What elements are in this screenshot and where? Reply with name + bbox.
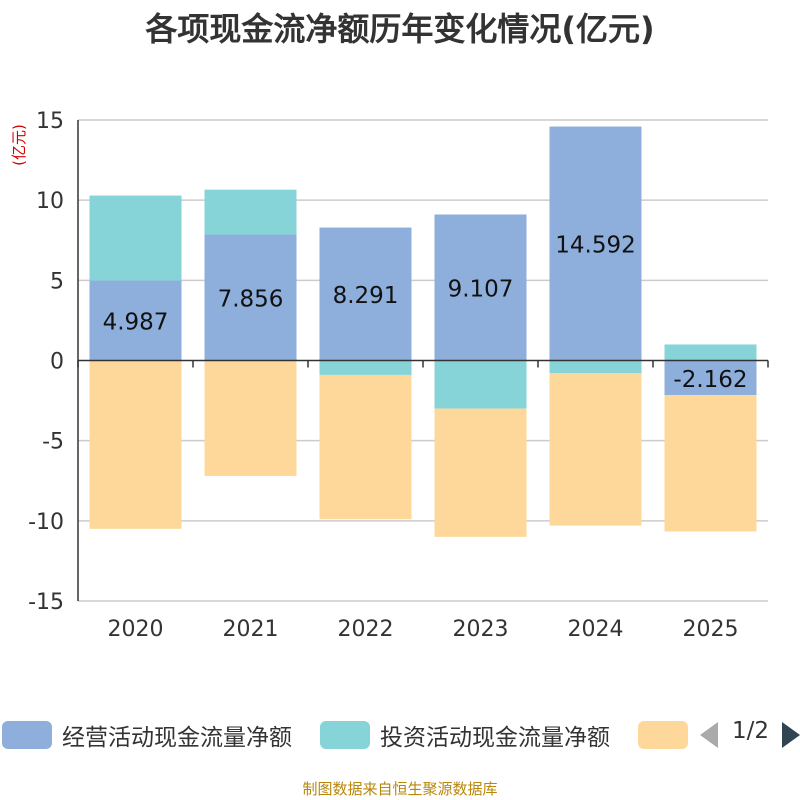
x-tick-label-2024: 2024: [568, 617, 624, 642]
chart-title: 各项现金流净额历年变化情况(亿元): [145, 10, 655, 48]
x-tick-label-2023: 2023: [453, 617, 509, 642]
axes: 15 10 5 0 -5 -10 -15 (亿元) 2020 2021 2022 2023 2024 20…: [10, 109, 769, 642]
y-tick-label: 0: [50, 350, 64, 375]
data-labels: 4.987 7.856 8.291 9.107 14.592 -2.162: [103, 233, 748, 393]
bar-2020-series-2: [89, 360, 182, 529]
source-note: 制图数据来自恒生聚源数据库: [302, 780, 498, 798]
legend-swatch-investing: [320, 721, 370, 749]
bar-2021-series-0: [204, 234, 297, 361]
y-tick-label: -15: [28, 590, 64, 615]
bar-2022-series-1: [319, 360, 412, 375]
bars: [89, 126, 757, 537]
x-tick-label-2021: 2021: [223, 617, 279, 642]
data-label-2024: 14.592: [555, 233, 635, 259]
bar-2024-series-1: [549, 360, 642, 374]
bar-2023-series-2: [434, 408, 527, 537]
bar-2024-series-0: [549, 126, 642, 361]
x-tick-label-2025: 2025: [683, 617, 739, 642]
bar-2020-series-1: [89, 195, 182, 281]
data-label-2021: 7.856: [218, 287, 284, 313]
pager-text: 1/2: [732, 718, 770, 744]
legend-label-operating: 经营活动现金流量净额: [62, 725, 292, 751]
bar-2021-series-2: [204, 360, 297, 476]
bar-2024-series-2: [549, 373, 642, 526]
bar-2021-series-1: [204, 189, 297, 235]
data-label-2025: -2.162: [673, 367, 747, 393]
bar-2023-series-0: [434, 214, 527, 361]
y-tick-label: 10: [36, 189, 64, 214]
bar-2025-series-1: [664, 344, 757, 361]
data-label-2023: 9.107: [448, 276, 514, 302]
bar-2025-series-0: [664, 360, 757, 396]
x-tick-label-2022: 2022: [338, 617, 394, 642]
bar-2023-series-1: [434, 360, 527, 409]
y-tick-label: -5: [42, 430, 64, 455]
y-axis-title: (亿元): [10, 124, 28, 166]
bar-2020-series-0: [89, 280, 182, 361]
data-label-2022: 8.291: [333, 283, 399, 309]
y-tick-label: -10: [28, 510, 64, 535]
legend: 经营活动现金流量净额 投资活动现金流量净额: [0, 716, 800, 752]
legend-pager: 1/2: [700, 716, 800, 752]
bar-2022-series-0: [319, 227, 412, 361]
grid-lines: [78, 119, 768, 602]
y-tick-label: 15: [36, 109, 64, 134]
y-tick-label: 5: [50, 269, 64, 294]
pager-prev-icon[interactable]: [700, 722, 718, 748]
legend-swatch-financing: [638, 721, 688, 749]
legend-swatch-operating: [2, 721, 52, 749]
legend-label-investing: 投资活动现金流量净额: [380, 725, 610, 751]
data-label-2020: 4.987: [103, 310, 169, 336]
bar-2025-series-2: [664, 395, 757, 532]
pager-next-icon[interactable]: [782, 722, 800, 748]
x-tick-label-2020: 2020: [108, 617, 164, 642]
bar-2022-series-2: [319, 374, 412, 520]
